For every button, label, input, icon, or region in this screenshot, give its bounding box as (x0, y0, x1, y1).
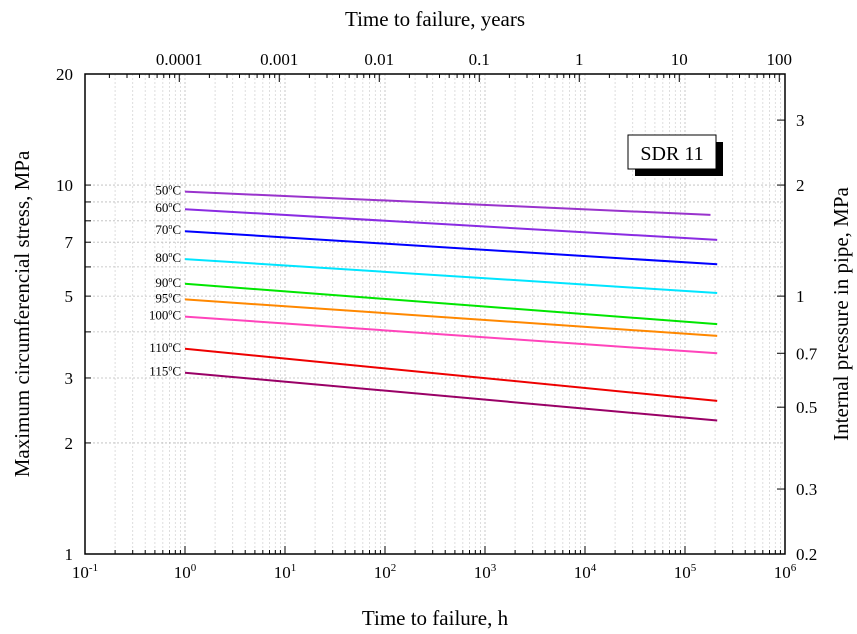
celsius-unit: C (172, 200, 181, 215)
series-line-110c (184, 347, 718, 402)
right-tick-label: 3 (796, 111, 805, 130)
top-tick-label: 0.0001 (156, 50, 203, 69)
celsius-unit: C (172, 222, 181, 237)
plot-frame (84, 73, 786, 555)
degree-mark: o (168, 308, 172, 317)
degree-mark: o (168, 340, 172, 349)
celsius-unit: C (172, 290, 181, 305)
series-label-80c: 80oC (155, 250, 181, 265)
series-line-60c (184, 208, 718, 241)
top-tick-label: 100 (767, 50, 793, 69)
series-label-100c: 100oC (149, 308, 181, 323)
series-label-70c: 70oC (155, 222, 181, 237)
x-tick-exponent: 5 (691, 562, 697, 574)
celsius-unit: C (172, 340, 181, 355)
degree-mark: o (168, 364, 172, 373)
sdr-annotation: SDR 11 (627, 134, 723, 176)
series-label-115c: 115oC (149, 364, 181, 379)
axis-ticks (84, 73, 785, 555)
x-tick-exponent: 3 (491, 562, 497, 574)
x-tick-exponent: 6 (791, 562, 797, 574)
x-tick-exponent: 2 (391, 562, 397, 574)
right-tick-label: 0.7 (796, 344, 818, 363)
degree-mark: o (168, 222, 172, 231)
degree-mark: o (168, 250, 172, 259)
series-label-110c: 110oC (149, 340, 181, 355)
series-label-90c: 90oC (155, 275, 181, 290)
degree-mark: o (168, 275, 172, 284)
degree-mark: o (168, 200, 172, 209)
y-tick-label: 2 (65, 434, 74, 453)
x-tick-exponent: 0 (191, 562, 197, 574)
y-tick-label: 5 (65, 287, 74, 306)
x-tick-exponent: -1 (89, 562, 98, 574)
celsius-unit: C (172, 183, 181, 198)
top-tick-label: 0.1 (469, 50, 490, 69)
x-tick-exponent: 1 (291, 562, 297, 574)
celsius-unit: C (172, 275, 181, 290)
sdr-box (627, 134, 717, 170)
celsius-unit: C (172, 364, 181, 379)
series-line-95c (184, 298, 718, 337)
degree-mark: o (168, 290, 172, 299)
series-label-95c: 95oC (155, 290, 181, 305)
y-tick-label: 1 (65, 545, 74, 564)
y-tick-label: 3 (65, 369, 74, 388)
series-line-100c (184, 315, 718, 355)
degree-mark: o (168, 183, 172, 192)
right-tick-label: 1 (796, 287, 805, 306)
series-line-50c (184, 190, 711, 216)
top-tick-label: 1 (575, 50, 584, 69)
y-axis-title: Maximum circumferencial stress, MPa (10, 150, 34, 477)
celsius-unit: C (172, 250, 181, 265)
right-tick-label: 0.5 (796, 398, 817, 417)
celsius-unit: C (172, 308, 181, 323)
x-tick-label: 102 (374, 562, 397, 582)
right-axis-title: Internal pressure in pipe, MPa (829, 186, 853, 440)
series-label-60c: 60oC (155, 200, 181, 215)
y-tick-label: 10 (56, 176, 73, 195)
x-axis-title: Time to failure, h (362, 606, 509, 630)
sdr-label: SDR 11 (640, 143, 703, 165)
series-line-115c (184, 371, 718, 422)
series-label-50c: 50oC (155, 183, 181, 198)
y-tick-label: 7 (65, 233, 74, 252)
series-line-70c (184, 230, 718, 266)
top-tick-label: 0.01 (364, 50, 394, 69)
x-tick-label: 101 (274, 562, 297, 582)
x-tick-exponent: 4 (591, 562, 597, 574)
top-tick-label: 10 (671, 50, 688, 69)
series-line-80c (184, 258, 718, 294)
top-axis-title: Time to failure, years (345, 7, 525, 31)
right-tick-label: 0.2 (796, 545, 817, 564)
y-tick-label: 20 (56, 65, 73, 84)
top-tick-label: 0.001 (260, 50, 298, 69)
right-tick-label: 0.3 (796, 480, 817, 499)
series-line-90c (184, 282, 718, 326)
right-tick-label: 2 (796, 176, 805, 195)
grid-lines (84, 74, 785, 554)
